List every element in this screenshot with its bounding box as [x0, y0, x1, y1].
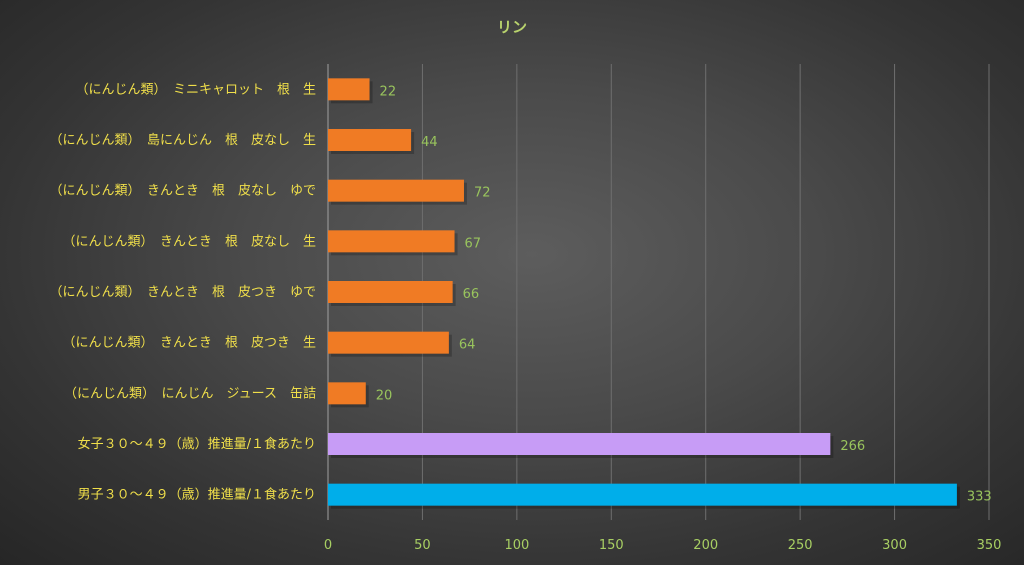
data-label: 266: [840, 439, 865, 454]
data-label: 44: [421, 135, 438, 150]
category-label: 男子３０～４９（歳）推進量/１食あたり: [78, 487, 316, 503]
category-label: （にんじん類） きんとき 根 皮なし ゆで: [49, 184, 316, 199]
bar: [328, 179, 464, 202]
x-tick-label: 300: [882, 538, 907, 553]
data-label: 64: [459, 338, 476, 353]
bar: [328, 129, 412, 151]
category-label: （にんじん類） きんとき 根 皮なし 生: [62, 234, 316, 249]
bar: [328, 78, 370, 101]
x-tick-label: 200: [693, 538, 718, 553]
data-label: 66: [463, 287, 480, 302]
category-label: （にんじん類） きんとき 根 皮つき ゆで: [49, 285, 316, 300]
ticks-layer: 0 50 100 150 200 250 300 350: [324, 538, 1002, 553]
data-label: 20: [376, 388, 393, 403]
category-label: （にんじん類） ミニキャロット 根 生: [75, 82, 316, 97]
bar: [328, 382, 366, 405]
grid-layer: [327, 64, 990, 520]
x-tick-label: 250: [788, 538, 813, 553]
bar: [328, 331, 449, 354]
x-tick-label: 100: [504, 538, 529, 553]
category-label: （にんじん類） にんじん ジュース 缶詰: [64, 385, 316, 401]
x-tick-label: 0: [324, 538, 332, 553]
bar: [328, 483, 957, 506]
category-label: （にんじん類） 島にんじん 根 皮なし 生: [49, 133, 316, 148]
bars-layer: [328, 78, 960, 509]
data-label: 67: [465, 236, 482, 251]
chart-title: リン: [497, 18, 527, 36]
data-label: 22: [380, 84, 397, 99]
data-label: 72: [474, 186, 491, 201]
bar: [328, 433, 831, 455]
bar: [328, 230, 455, 253]
category-label: 女子３０～４９（歳）推進量/１食あたり: [78, 436, 316, 452]
bar: [328, 281, 453, 303]
data-label: 333: [967, 490, 992, 505]
x-tick-label: 50: [414, 538, 431, 553]
category-label: （にんじん類） きんとき 根 皮つき 生: [62, 336, 316, 351]
x-tick-label: 150: [599, 538, 624, 553]
x-tick-label: 350: [977, 538, 1002, 553]
labels-layer: （にんじん類） ミニキャロット 根 生 22 （にんじん類） 島にんじん 根 皮なし…: [49, 82, 991, 504]
